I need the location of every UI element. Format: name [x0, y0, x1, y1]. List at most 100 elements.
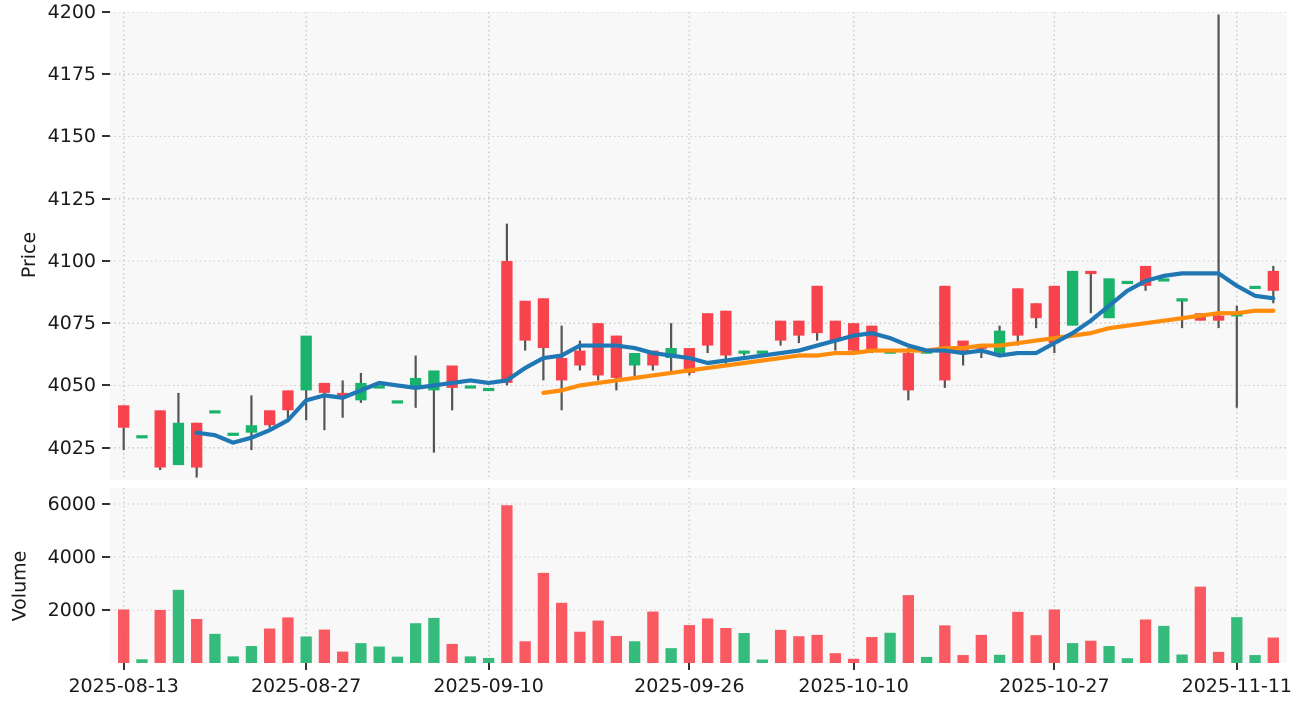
- volume-bar: [847, 658, 860, 663]
- candle: [1103, 278, 1115, 319]
- volume-bar: [993, 654, 1006, 663]
- price-axis-label: Price: [18, 231, 41, 279]
- volume-bar: [756, 659, 769, 663]
- candle: [318, 382, 331, 431]
- candle: [628, 353, 641, 378]
- price-tick-mark: [102, 11, 110, 13]
- volume-bar: [318, 629, 331, 663]
- volume-tick-label: 4000: [47, 545, 96, 568]
- volume-bar: [1030, 635, 1042, 663]
- candle: [1231, 305, 1243, 408]
- volume-bar: [957, 655, 969, 663]
- candle: [227, 432, 239, 436]
- price-tick-label: 4075: [47, 312, 96, 335]
- volume-tick-label: 6000: [47, 492, 96, 515]
- volume-bar: [975, 634, 988, 663]
- volume-bar: [118, 609, 130, 663]
- volume-bar: [738, 633, 750, 663]
- candle: [245, 395, 258, 451]
- volume-bar: [720, 628, 732, 663]
- candle: [793, 320, 805, 344]
- volume-bar: [1066, 643, 1079, 663]
- volume-bar: [1249, 655, 1261, 663]
- volume-bar: [1231, 617, 1243, 663]
- candle: [1121, 280, 1133, 285]
- volume-bar: [245, 646, 258, 663]
- volume-bar: [209, 633, 221, 663]
- volume-bar: [191, 618, 203, 663]
- candle: [209, 410, 221, 414]
- price-tick-mark: [102, 446, 110, 449]
- volume-bar: [355, 643, 367, 663]
- volume-bar: [592, 620, 604, 663]
- candle: [811, 285, 823, 341]
- volume-bar: [920, 656, 933, 663]
- candle: [409, 355, 422, 408]
- price-tick-mark: [102, 259, 110, 262]
- volume-bar: [701, 618, 714, 663]
- volume-bar: [482, 657, 495, 663]
- candle: [391, 400, 404, 404]
- volume-bar: [172, 589, 185, 663]
- candle: [537, 298, 550, 381]
- volume-axis-label: Volume: [8, 550, 31, 622]
- volume-bar: [555, 602, 568, 663]
- volume-bar: [154, 609, 166, 663]
- volume-bar: [1085, 640, 1097, 663]
- volume-bar: [1212, 651, 1225, 663]
- date-tick-label: 2025-08-13: [68, 675, 179, 697]
- volume-bar: [409, 623, 422, 663]
- price-tick-mark: [102, 73, 110, 76]
- volume-bar: [866, 637, 878, 663]
- volume-tick-mark: [102, 555, 110, 558]
- volume-bar: [774, 629, 787, 663]
- price-panel: [110, 12, 1287, 480]
- volume-bar: [428, 617, 440, 663]
- volume-bar: [537, 572, 550, 663]
- candle: [1212, 14, 1225, 329]
- candle: [501, 223, 513, 386]
- volume-bar: [227, 656, 239, 663]
- volume-bar: [136, 659, 148, 663]
- volume-bar: [628, 641, 641, 663]
- volume-tick-mark: [102, 502, 110, 505]
- candle: [993, 325, 1006, 356]
- candle: [1249, 285, 1261, 290]
- date-tick-label: 2025-10-10: [798, 675, 909, 697]
- date-tick-mark: [852, 663, 855, 670]
- price-tick-label: 4025: [47, 436, 96, 459]
- candle: [118, 405, 130, 451]
- date-tick-label: 2025-11-11: [1181, 675, 1293, 697]
- candle: [592, 323, 604, 381]
- candle: [300, 335, 312, 421]
- candle: [701, 313, 714, 354]
- volume-bar: [1267, 637, 1279, 663]
- volume-bar: [501, 505, 513, 663]
- price-tick-label: 4200: [47, 1, 96, 23]
- date-tick-label: 2025-08-27: [250, 675, 362, 697]
- volume-tick-label: 2000: [47, 598, 96, 621]
- price-plot: [110, 12, 1287, 480]
- volume-bar: [464, 656, 477, 663]
- candle: [939, 285, 951, 388]
- volume-plot: [110, 488, 1287, 663]
- candle: [264, 410, 276, 428]
- candle: [1012, 288, 1024, 346]
- volume-bar: [282, 617, 294, 663]
- candle: [464, 385, 477, 389]
- volume-bar: [1176, 654, 1188, 663]
- candle: [756, 350, 769, 354]
- volume-bar: [1012, 611, 1024, 663]
- date-tick-mark: [688, 663, 691, 670]
- candle: [1176, 298, 1188, 329]
- volume-bar: [683, 625, 696, 663]
- date-tick-mark: [122, 663, 125, 670]
- candle: [373, 385, 385, 389]
- candle: [829, 320, 842, 351]
- volume-bar: [1139, 619, 1152, 663]
- price-tick-label: 4050: [47, 374, 96, 397]
- date-tick-mark: [1235, 663, 1238, 670]
- volume-bar: [1158, 625, 1170, 663]
- candle: [774, 320, 787, 346]
